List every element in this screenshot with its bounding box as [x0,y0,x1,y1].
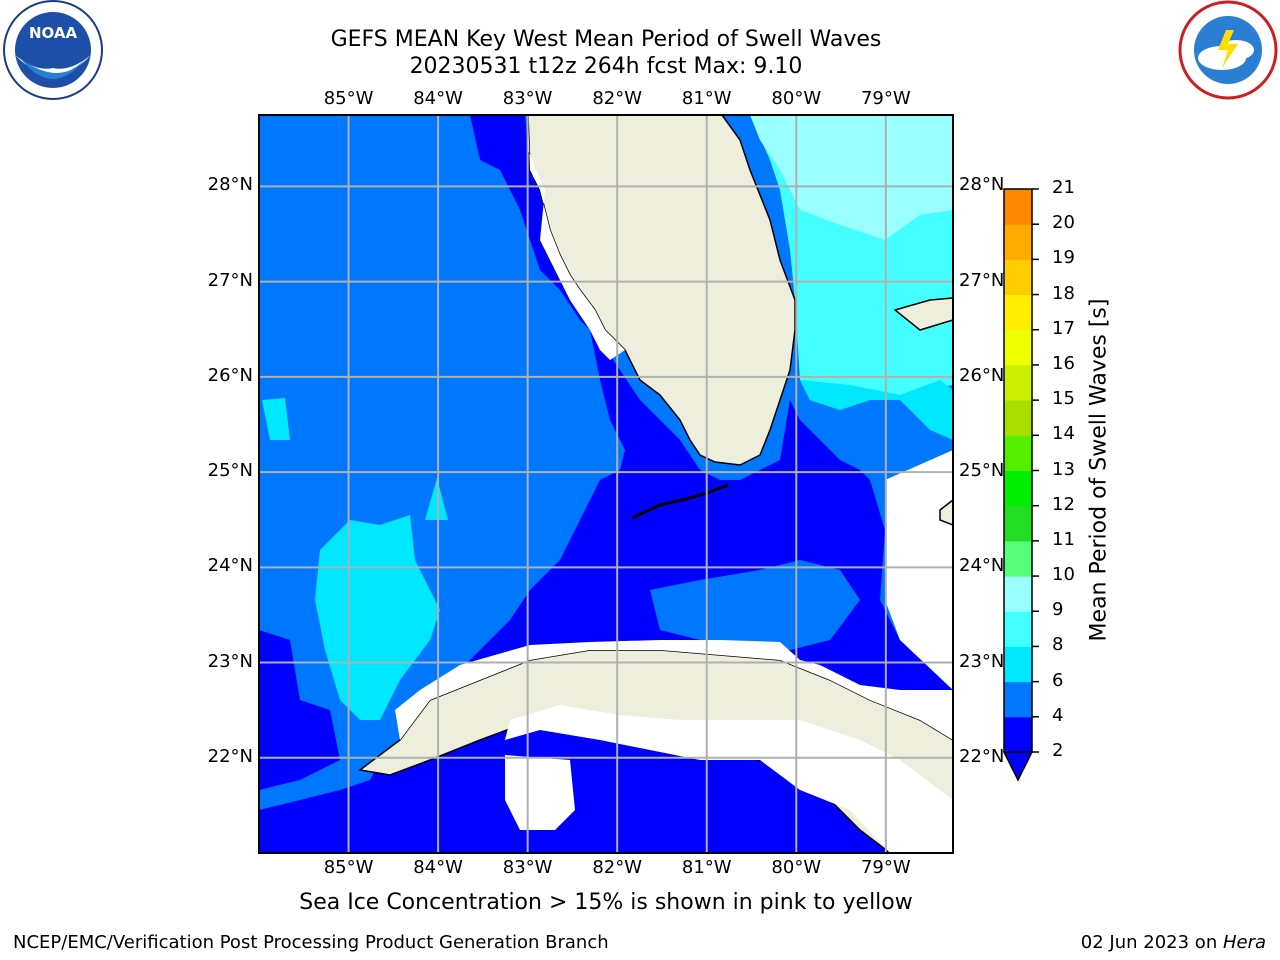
colorbar-tick-label: 13 [1052,458,1075,480]
colorbar-segment [1004,400,1032,436]
longitude-tick-label: 80°W [771,88,822,109]
isla-juventud-margin [505,755,575,830]
latitude-tick-label: 27°N [959,269,1005,291]
colorbar-tick-label: 16 [1052,352,1075,374]
colorbar-tick-label: 12 [1052,493,1075,515]
noaa-logo: NOAA [3,0,103,100]
colorbar-segment [1004,364,1032,401]
colorbar-tick-label: 6 [1052,669,1064,691]
ocean-6-7-band-east-lower [800,380,953,440]
colorbar-segment [1004,259,1032,296]
colorbar-segment [1004,681,1032,718]
colorbar-segment [1004,470,1032,507]
colorbar-tick-label: 15 [1052,388,1075,410]
florida-margin [528,115,625,360]
colorbar-tick-label: 18 [1052,282,1075,304]
ocean-4-6-patch-keys [540,460,600,480]
latitude-tick-label: 24°N [207,555,253,577]
colorbar-tick-label: 10 [1052,564,1075,586]
colorbar-segment [1004,435,1032,471]
ocean-2-4-band-westedge [259,630,340,790]
nws-logo [1178,0,1278,100]
longitude-tick-label: 84°W [413,88,463,109]
longitude-tick-label: 81°W [681,88,732,109]
colorbar-segment [1004,611,1032,647]
longitude-tick-label: 85°W [323,88,374,109]
longitude-tick-label: 82°W [592,88,643,109]
latitude-tick-label: 22°N [959,745,1005,767]
colorbar-tick-label: 21 [1052,177,1075,198]
latitude-tick-label: 24°N [959,555,1005,577]
no-data-east [885,450,953,690]
map-frame [258,114,954,854]
colorbar-label: Mean Period of Swell Waves [s] [1086,298,1112,642]
latitude-tick-label: 25°N [207,460,253,482]
longitude-tick-label: 84°W [413,857,463,878]
footer-date-text: 02 Jun 2023 on [1080,932,1223,953]
colorbar-extend-triangle [1002,751,1034,782]
latitude-tick-label: 23°N [207,650,253,672]
ocean-8-9-band [750,115,953,240]
colorbar-tick-label: 20 [1052,212,1075,234]
latitude-tick-label: 26°N [959,364,1005,386]
florida-keys [631,483,729,520]
colorbar-segment [1004,505,1032,542]
footer-organization: NCEP/EMC/Verification Post Processing Pr… [13,932,609,953]
bahamas-land-2 [939,499,953,526]
latitude-tick-label: 25°N [959,460,1005,482]
colorbar-segment [1004,540,1032,577]
longitude-tick-label: 80°W [771,857,822,878]
colorbar-segment [1004,189,1032,225]
longitude-tick-label: 79°W [860,88,911,109]
colorbar-tick-label: 14 [1052,423,1075,445]
ocean-6-7-band-patch1 [262,398,290,440]
longitude-tick-label: 79°W [860,857,911,878]
sea-ice-caption: Sea Ice Concentration > 15% is shown in … [299,890,913,915]
plot-subtitle: 20230531 t12z 264h fcst Max: 9.10 [409,54,803,79]
colorbar-tick-label: 19 [1052,247,1075,269]
colorbar-tick-label: 9 [1052,599,1064,621]
longitude-tick-label: 83°W [502,88,553,109]
footer-date: 02 Jun 2023 on Hera [1081,932,1266,953]
bahamas-land [893,297,953,331]
colorbar-tick-label: 8 [1052,634,1064,656]
colorbar-segment [1004,294,1032,331]
colorbar-segment [1004,716,1032,753]
latitude-tick-label: 27°N [207,269,253,291]
colorbar-segment [1004,224,1032,260]
longitude-tick-label: 85°W [323,857,374,878]
colorbar-segment [1004,576,1032,612]
latitude-tick-label: 28°N [207,174,253,196]
longitude-tick-label: 82°W [592,857,643,878]
colorbar-tick-label: 4 [1052,704,1064,726]
colorbar-segment [1004,646,1032,683]
latitude-tick-label: 26°N [207,364,253,386]
ocean-6-7-band-patch2 [425,478,448,520]
colorbar-tick-label: 11 [1052,528,1075,550]
footer-host: Hera [1222,932,1266,953]
cuba-margin [395,640,953,740]
latitude-tick-label: 23°N [959,650,1005,672]
longitude-tick-label: 83°W [502,857,553,878]
ocean-4-6-patch-straits [650,560,860,650]
colorbar-segment [1004,329,1032,366]
plot-title: GEFS MEAN Key West Mean Period of Swell … [330,27,882,52]
ocean-6-7-band-west [315,515,440,720]
map-gridlines [259,115,953,853]
longitude-tick-label: 81°W [681,857,732,878]
noaa-logo-text: NOAA [29,24,78,42]
latitude-tick-label: 28°N [959,174,1005,196]
colorbar-tick-label: 2 [1052,740,1064,761]
latitude-tick-label: 22°N [207,745,253,767]
colorbar-tick-label: 17 [1052,317,1075,339]
